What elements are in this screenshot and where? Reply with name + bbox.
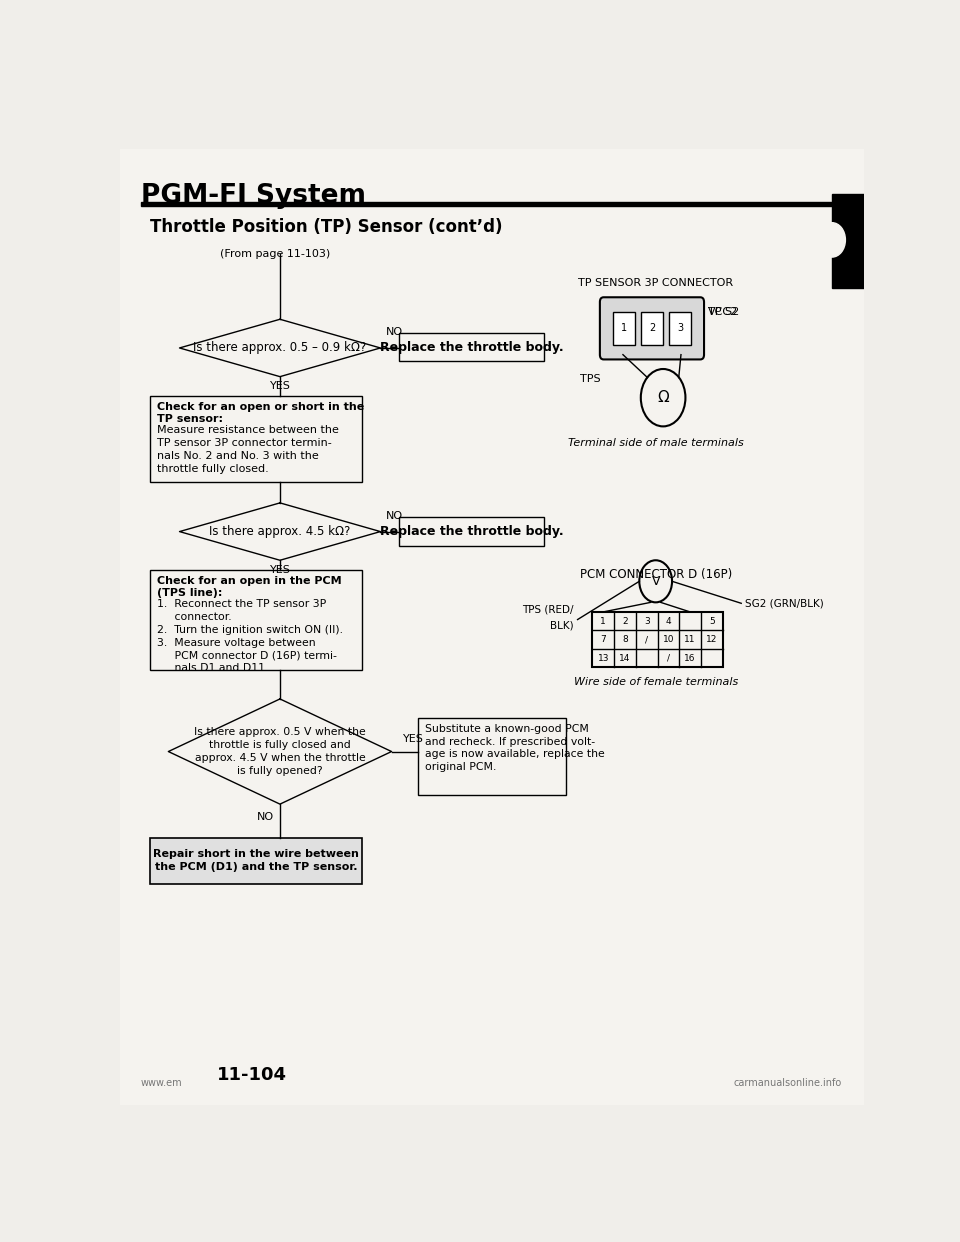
Text: www.em: www.em [141,1078,182,1088]
Bar [669,312,691,345]
Text: Ω: Ω [658,390,669,405]
Text: 3: 3 [644,617,650,626]
Text: Measure resistance between the
TP sensor 3P connector termin-
nals No. 2 and No.: Measure resistance between the TP sensor… [157,426,339,473]
Text: 5: 5 [708,617,714,626]
Text: (From page 11-103): (From page 11-103) [221,250,330,260]
Bar [150,396,362,482]
Text: YES: YES [270,565,290,575]
Bar [399,517,544,546]
Text: 2: 2 [649,323,655,333]
Text: Check for an open or short in the
TP sensor:: Check for an open or short in the TP sen… [157,401,365,425]
Text: Substitute a known-good PCM
and recheck. If prescribed volt-
age is now availabl: Substitute a known-good PCM and recheck.… [425,724,605,773]
Text: 10: 10 [662,635,674,645]
Bar [612,312,635,345]
Text: 1: 1 [600,617,606,626]
Text: 2: 2 [622,617,628,626]
Text: Replace the throttle body.: Replace the throttle body. [380,525,564,538]
Circle shape [819,222,846,257]
Text: NO: NO [256,812,274,822]
Text: 11: 11 [684,635,696,645]
Bar [832,194,864,288]
Text: V: V [652,575,660,587]
Bar [150,570,362,671]
Text: Throttle Position (TP) Sensor (cont’d): Throttle Position (TP) Sensor (cont’d) [150,217,502,236]
Text: Repair short in the wire between
the PCM (D1) and the TP sensor.: Repair short in the wire between the PCM… [153,850,359,872]
Bar [592,612,723,667]
Text: BLK): BLK) [550,620,574,630]
Text: Is there approx. 0.5 V when the
throttle is fully closed and
approx. 4.5 V when : Is there approx. 0.5 V when the throttle… [194,728,366,776]
Text: SG2 (GRN/BLK): SG2 (GRN/BLK) [745,599,824,609]
Text: NO: NO [386,510,403,522]
FancyBboxPatch shape [600,297,704,359]
Text: YES: YES [270,381,290,391]
Text: PGM-FI System: PGM-FI System [141,183,366,209]
Text: TPS: TPS [580,374,600,384]
Text: /: / [667,653,670,663]
Bar [150,837,362,883]
Text: 16: 16 [684,653,696,663]
Text: TP SENSOR 3P CONNECTOR: TP SENSOR 3P CONNECTOR [578,278,733,288]
Text: carmanualsonline.info: carmanualsonline.info [733,1078,842,1088]
Text: 1.  Reconnect the TP sensor 3P
     connector.
2.  Turn the ignition switch ON (: 1. Reconnect the TP sensor 3P connector.… [157,600,344,673]
Text: PCM CONNECTOR D (16P): PCM CONNECTOR D (16P) [580,569,732,581]
Text: VCC2: VCC2 [708,307,738,317]
Text: TP S2: TP S2 [708,307,739,317]
Text: NO: NO [386,328,403,338]
Text: Is there approx. 0.5 – 0.9 kΩ?: Is there approx. 0.5 – 0.9 kΩ? [193,342,367,354]
Text: 3: 3 [677,323,684,333]
Bar [141,201,855,206]
Text: Terminal side of male terminals: Terminal side of male terminals [567,438,744,448]
Text: /: / [645,635,648,645]
Bar [399,333,544,361]
Text: 1: 1 [620,323,627,333]
Text: YES: YES [403,734,423,744]
Bar [641,312,663,345]
Text: Replace the throttle body.: Replace the throttle body. [380,340,564,354]
Text: Is there approx. 4.5 kΩ?: Is there approx. 4.5 kΩ? [209,525,350,538]
Bar [418,718,566,795]
Text: TPS (RED/: TPS (RED/ [522,605,574,615]
Text: 12: 12 [707,635,717,645]
Text: 13: 13 [597,653,609,663]
Text: 4: 4 [665,617,671,626]
Text: Check for an open in the PCM
(TPS line):: Check for an open in the PCM (TPS line): [157,575,342,599]
Text: 7: 7 [600,635,606,645]
Text: 14: 14 [619,653,631,663]
Text: Wire side of female terminals: Wire side of female terminals [573,677,738,687]
Text: 11-104: 11-104 [217,1067,287,1084]
Text: 8: 8 [622,635,628,645]
